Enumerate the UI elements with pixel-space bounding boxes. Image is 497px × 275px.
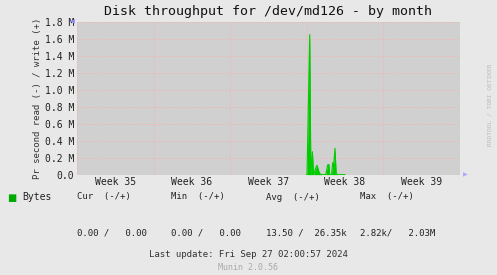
Text: ▶: ▶	[463, 172, 467, 177]
Text: Munin 2.0.56: Munin 2.0.56	[219, 263, 278, 272]
Text: ■: ■	[7, 192, 17, 202]
Text: ◀: ◀	[70, 20, 74, 24]
Text: Max  (-/+): Max (-/+)	[360, 192, 414, 202]
Y-axis label: Pr second read (-) / write (+): Pr second read (-) / write (+)	[33, 18, 42, 179]
Text: Bytes: Bytes	[22, 192, 52, 202]
Text: Cur  (-/+): Cur (-/+)	[77, 192, 131, 202]
Text: Avg  (-/+): Avg (-/+)	[266, 192, 320, 202]
Text: Min  (-/+): Min (-/+)	[171, 192, 225, 202]
Text: 0.00 /   0.00: 0.00 / 0.00	[171, 228, 242, 237]
Text: 2.82k/   2.03M: 2.82k/ 2.03M	[360, 228, 435, 237]
Text: 13.50 /  26.35k: 13.50 / 26.35k	[266, 228, 346, 237]
Text: Last update: Fri Sep 27 02:00:57 2024: Last update: Fri Sep 27 02:00:57 2024	[149, 250, 348, 259]
Title: Disk throughput for /dev/md126 - by month: Disk throughput for /dev/md126 - by mont…	[104, 5, 432, 18]
Text: 0.00 /   0.00: 0.00 / 0.00	[77, 228, 147, 237]
Text: RRDTOOL / TOBI OETIKER: RRDTOOL / TOBI OETIKER	[487, 63, 492, 146]
